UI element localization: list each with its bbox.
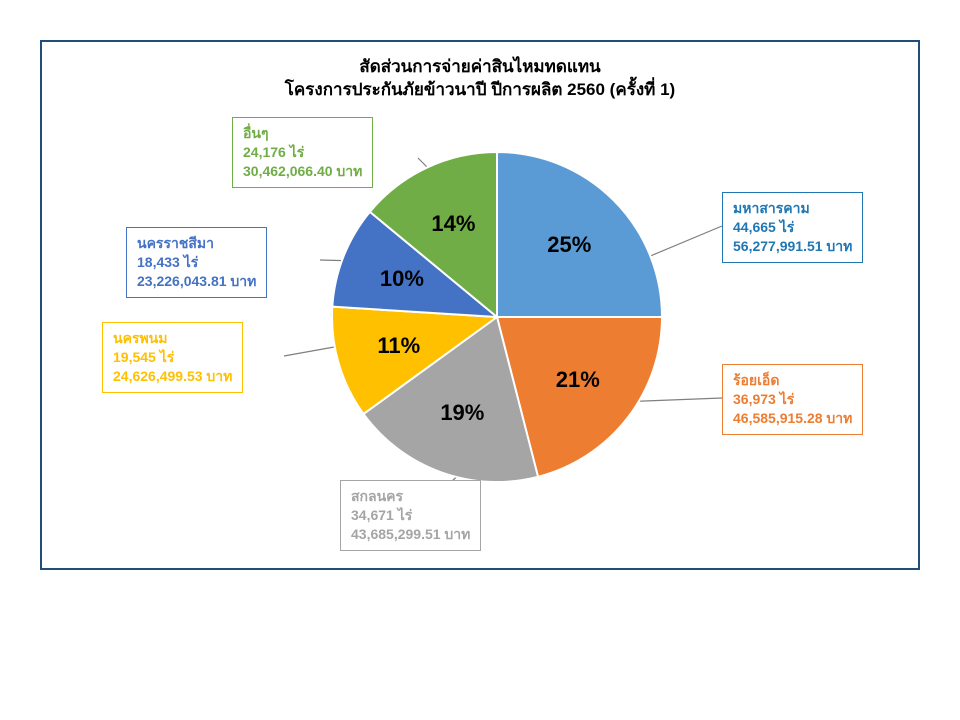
pct-label: 19% (440, 400, 484, 426)
callout-amount: 24,626,499.53 บาท (113, 367, 232, 386)
pct-label: 14% (431, 211, 475, 237)
callout-box: สกลนคร34,671 ไร่43,685,299.51 บาท (340, 480, 481, 551)
callout-name: นครพนม (113, 329, 232, 348)
callout-name: มหาสารคาม (733, 199, 852, 218)
pie-chart: 25% 21% 19% 11% 10% 14% (332, 152, 662, 482)
callout-area: 24,176 ไร่ (243, 143, 362, 162)
callout-amount: 30,462,066.40 บาท (243, 162, 362, 181)
callout-name: สกลนคร (351, 487, 470, 506)
callout-amount: 56,277,991.51 บาท (733, 237, 852, 256)
callout-name: นครราชสีมา (137, 234, 256, 253)
callout-area: 19,545 ไร่ (113, 348, 232, 367)
callout-area: 44,665 ไร่ (733, 218, 852, 237)
callout-area: 36,973 ไร่ (733, 390, 852, 409)
pct-label: 21% (556, 367, 600, 393)
callout-amount: 23,226,043.81 บาท (137, 272, 256, 291)
callout-amount: 43,685,299.51 บาท (351, 525, 470, 544)
pct-label: 11% (377, 333, 420, 359)
callout-box: นครราชสีมา18,433 ไร่23,226,043.81 บาท (126, 227, 267, 298)
callout-box: ร้อยเอ็ด36,973 ไร่46,585,915.28 บาท (722, 364, 863, 435)
callout-box: มหาสารคาม44,665 ไร่56,277,991.51 บาท (722, 192, 863, 263)
callout-box: อื่นๆ24,176 ไร่30,462,066.40 บาท (232, 117, 373, 188)
callout-area: 18,433 ไร่ (137, 253, 256, 272)
chart-frame: สัดส่วนการจ่ายค่าสินไหมทดแทน โครงการประก… (40, 40, 920, 570)
callout-box: นครพนม19,545 ไร่24,626,499.53 บาท (102, 322, 243, 393)
chart-title: สัดส่วนการจ่ายค่าสินไหมทดแทน โครงการประก… (42, 56, 918, 102)
pct-label: 25% (547, 232, 591, 258)
callout-area: 34,671 ไร่ (351, 506, 470, 525)
callout-amount: 46,585,915.28 บาท (733, 409, 852, 428)
title-line-2: โครงการประกันภัยข้าวนาปี ปีการผลิต 2560 … (285, 80, 675, 99)
pct-label: 10% (380, 266, 424, 292)
callout-name: อื่นๆ (243, 124, 362, 143)
title-line-1: สัดส่วนการจ่ายค่าสินไหมทดแทน (359, 57, 600, 76)
callout-name: ร้อยเอ็ด (733, 371, 852, 390)
